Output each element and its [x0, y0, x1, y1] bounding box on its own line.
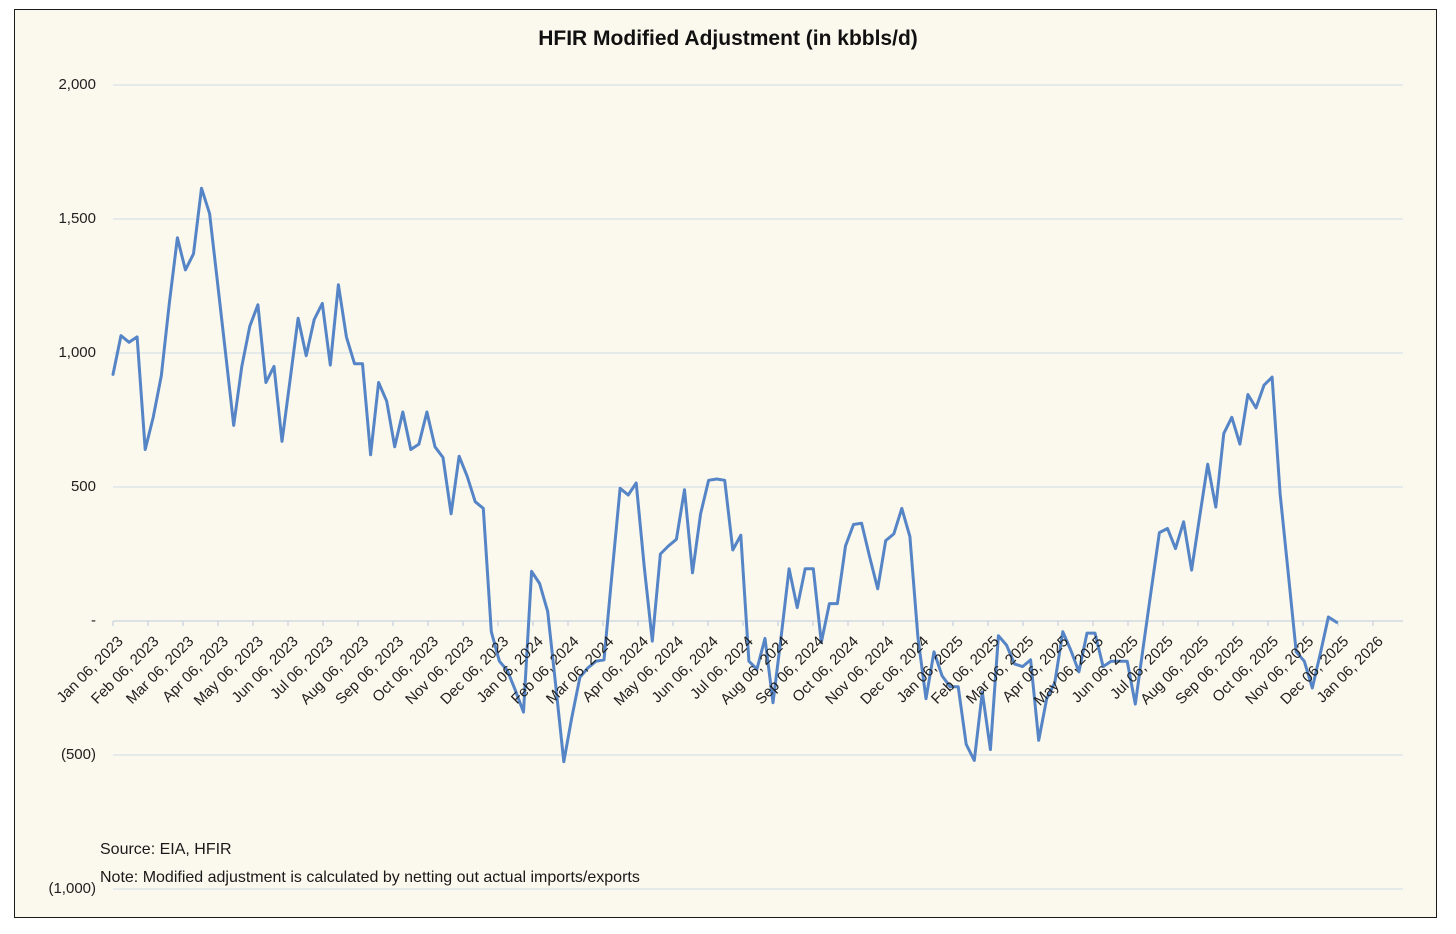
y-axis-label: 1,000: [58, 344, 96, 361]
y-axis-label: (500): [60, 746, 96, 763]
y-axis-label: (1,000): [48, 880, 96, 897]
series-line: [111, 186, 1338, 764]
y-axis-label: 500: [70, 478, 96, 495]
series-group: [111, 186, 1338, 764]
x-axis: [112, 620, 1403, 626]
y-axis-label: -: [91, 612, 96, 629]
note-text: Note: Modified adjustment is calculated …: [100, 869, 640, 886]
chart-frame: [14, 9, 1437, 918]
source-text: Source: EIA, HFIR: [100, 841, 232, 858]
y-axis-label: 1,500: [58, 210, 96, 227]
chart-title: HFIR Modified Adjustment (in kbbls/d): [538, 27, 918, 50]
gridlines: [113, 84, 1403, 890]
y-axis-label: 2,000: [58, 76, 96, 93]
